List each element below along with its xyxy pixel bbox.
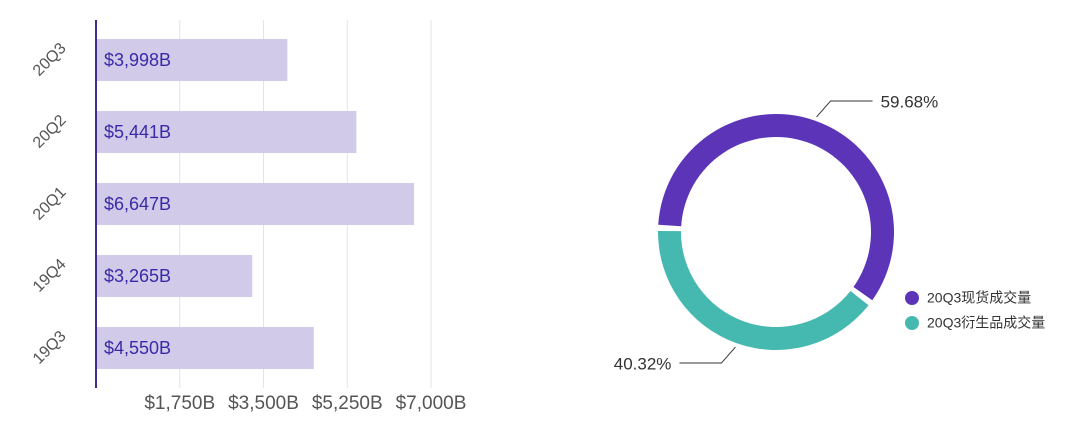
y-tick-label: 19Q4 xyxy=(30,256,70,296)
y-tick-label: 20Q3 xyxy=(30,40,70,80)
bar xyxy=(96,327,314,369)
data-label: $5,441B xyxy=(104,122,171,142)
bar xyxy=(96,111,357,153)
y-tick-label: 19Q3 xyxy=(30,328,70,368)
x-tick-label: $3,500B xyxy=(228,393,299,414)
bar xyxy=(96,255,253,297)
x-tick-label: $7,000B xyxy=(396,393,467,414)
bar xyxy=(96,183,415,225)
donut-slice xyxy=(658,113,894,301)
data-label: $4,550B xyxy=(104,338,171,358)
y-tick-label: 20Q1 xyxy=(30,184,70,224)
data-label: $6,647B xyxy=(104,194,171,214)
x-tick-label: $5,250B xyxy=(312,393,383,414)
y-tick-label: 20Q2 xyxy=(30,112,70,152)
donut-slice xyxy=(658,230,869,350)
x-tick-label: $1,750B xyxy=(144,393,215,414)
data-label: 40.32% xyxy=(614,355,672,374)
legend-marker xyxy=(905,291,919,305)
legend-label: 20Q3衍生品成交量 xyxy=(927,315,1045,331)
legend-marker xyxy=(905,316,919,330)
data-label: 59.68% xyxy=(881,92,939,111)
leader-line xyxy=(816,100,873,118)
legend-label: 20Q3现货成交量 xyxy=(927,290,1031,306)
data-label: $3,998B xyxy=(104,50,171,70)
data-label: $3,265B xyxy=(104,266,171,286)
leader-line xyxy=(679,346,736,364)
bar xyxy=(96,39,288,81)
